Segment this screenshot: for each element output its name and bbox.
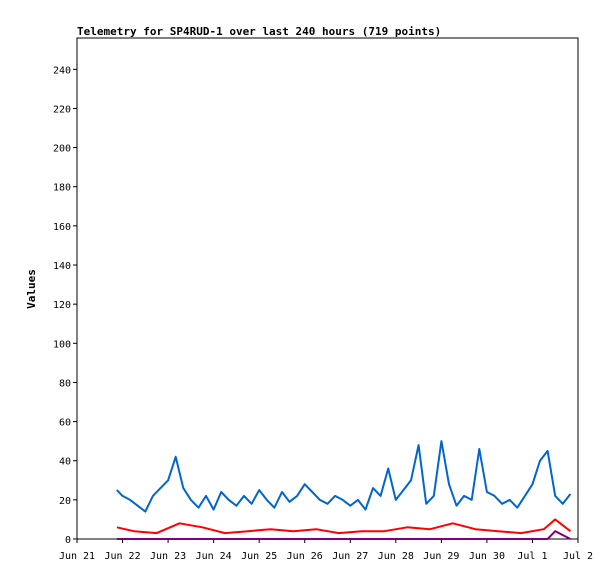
x-tick-label: Jun 27 — [332, 551, 368, 562]
x-tick-label: Jun 26 — [287, 551, 323, 562]
y-tick-label: 200 — [53, 144, 71, 155]
y-tick-label: 160 — [53, 222, 71, 233]
y-tick-label: 0 — [65, 535, 71, 546]
x-tick-label: Jul 1 — [517, 551, 547, 562]
y-tick-label: 140 — [53, 261, 71, 272]
x-tick-label: Jun 24 — [196, 551, 232, 562]
y-tick-label: 100 — [53, 339, 71, 350]
y-axis: 0 20 40 60 80 100 120 140 160 180 200 220 240 — [53, 65, 77, 546]
plot-area — [76, 37, 579, 540]
y-tick-label: 220 — [53, 104, 71, 115]
x-tick-label: Jun 30 — [469, 551, 505, 562]
x-tick-label: Jun 23 — [150, 551, 186, 562]
series-line-2 — [116, 518, 572, 535]
x-tick-label: Jun 29 — [423, 551, 459, 562]
x-tick-label: Jul 2 — [563, 551, 593, 562]
y-tick-label: 20 — [59, 496, 71, 507]
y-tick-label: 120 — [53, 300, 71, 311]
y-tick-label: 60 — [59, 418, 71, 429]
x-tick-label: Jun 22 — [104, 551, 140, 562]
y-tick-label: 240 — [53, 65, 71, 76]
x-tick-label: Jun 28 — [378, 551, 414, 562]
y-tick-label: 180 — [53, 183, 71, 194]
x-axis: Jun 21 Jun 22 Jun 23 Jun 24 Jun 25 Jun 26 Jun … — [59, 539, 593, 562]
y-tick-label: 80 — [59, 378, 71, 389]
series-line-1 — [116, 440, 572, 513]
y-axis-label: Values — [25, 269, 38, 309]
x-tick-label: Jun 25 — [241, 551, 277, 562]
chart-title: Telemetry for SP4RUD-1 over last 240 hou… — [77, 25, 441, 38]
y-tick-label: 40 — [59, 457, 71, 468]
x-tick-label: Jun 21 — [59, 551, 95, 562]
